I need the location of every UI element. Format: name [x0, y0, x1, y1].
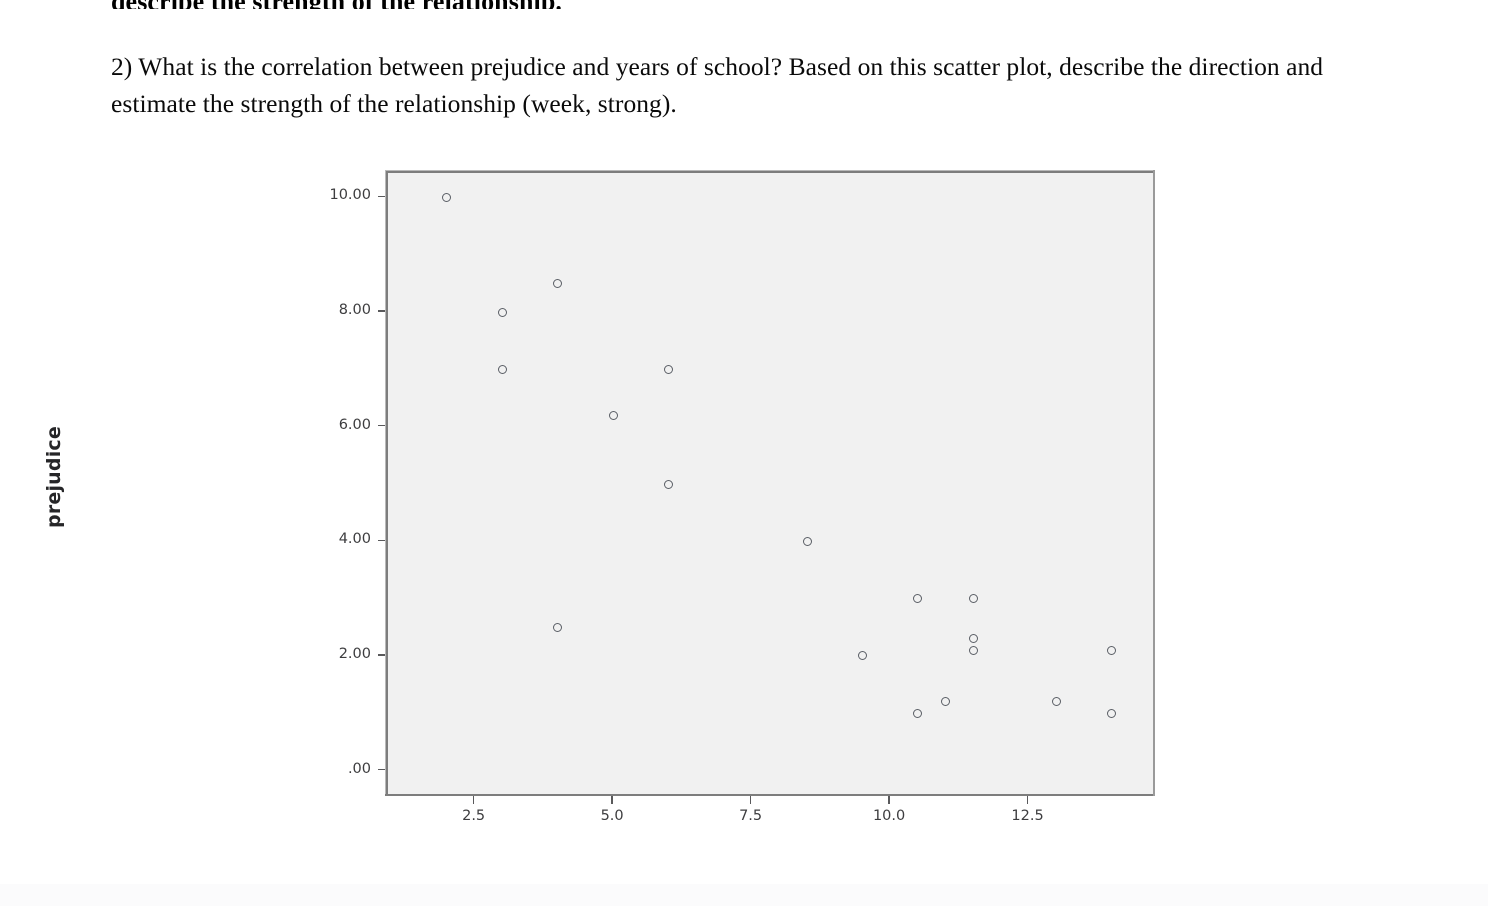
y-axis-tick-mark: [378, 310, 385, 312]
data-point: [913, 708, 923, 718]
data-point: [968, 645, 978, 655]
x-axis-tick-label: 10.0: [872, 808, 906, 824]
y-axis-tick-label: 6.00: [338, 416, 371, 433]
clipped-previous-line: describe the strength of the relationshi…: [111, 0, 1371, 9]
data-point: [802, 536, 812, 546]
x-axis-tick-label: 7.5: [739, 808, 763, 824]
data-point: [940, 697, 950, 707]
data-point: [968, 634, 978, 644]
data-point: [1107, 708, 1117, 718]
page-bottom-band: [0, 884, 1488, 906]
y-axis-title: prejudice: [43, 426, 65, 528]
y-axis-tick-mark: [378, 424, 385, 427]
data-point: [442, 192, 452, 202]
y-axis-tick-mark: [378, 768, 385, 771]
data-point: [968, 594, 978, 604]
data-point: [857, 651, 867, 661]
y-axis-tick-label: 2.00: [338, 645, 371, 662]
data-point: [497, 364, 507, 374]
plot-area: [385, 170, 1155, 796]
y-axis-tick-label: 4.00: [338, 531, 371, 548]
x-axis-tick-mark: [888, 796, 890, 804]
x-axis-tick-label: 12.5: [1011, 808, 1044, 824]
plot-right-border: [1153, 170, 1155, 796]
data-point: [913, 594, 923, 604]
y-axis-tick-mark: [378, 654, 385, 656]
data-point: [1107, 645, 1117, 655]
x-axis-tick-label: 2.5: [462, 808, 486, 824]
data-point: [553, 278, 563, 288]
x-axis-tick-label: 5.0: [600, 808, 624, 824]
y-axis-tick-label: .00: [347, 760, 371, 777]
data-point: [664, 364, 674, 374]
y-axis-tick-mark: [378, 195, 385, 198]
data-point: [608, 410, 618, 420]
data-point: [497, 307, 507, 317]
x-axis-tick-mark: [472, 796, 475, 804]
data-point: [553, 622, 563, 632]
x-axis-tick-mark: [1026, 796, 1029, 804]
x-axis-tick-mark: [611, 796, 613, 804]
y-axis-tick-label: 10.00: [329, 187, 371, 204]
data-point: [664, 479, 674, 489]
y-axis-tick-mark: [378, 539, 385, 542]
y-axis-tick-label: 8.00: [338, 302, 371, 319]
question-paragraph: 2) What is the correlation between preju…: [111, 52, 1324, 118]
data-point: [1051, 697, 1061, 707]
x-axis-tick-mark: [749, 796, 752, 804]
x-axis-line: [385, 794, 1155, 796]
